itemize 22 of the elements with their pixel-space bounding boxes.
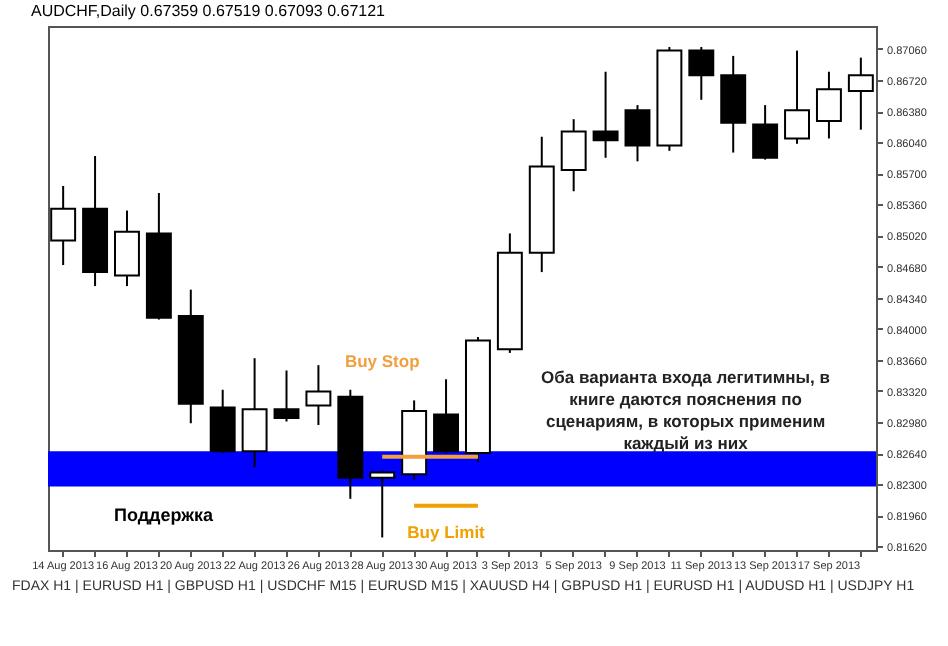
candlestick — [624, 104, 651, 163]
candlestick — [305, 364, 332, 426]
candlestick — [50, 184, 77, 267]
candlestick — [592, 70, 619, 159]
annotation: Оба варианта входа легитимны, в книге даются пояснения по сценариям, в которых применим каждый из них — [541, 367, 830, 454]
candlestick — [369, 469, 396, 539]
text: Buy Stop — [344, 350, 420, 371]
candlestick — [752, 104, 779, 161]
chart-title: AUDCHF,Daily 0.67359 0.67519 0.67093 0.67121 — [30, 2, 387, 20]
candlestick — [114, 209, 140, 288]
candlestick — [815, 70, 842, 140]
candlestick — [688, 46, 715, 101]
candlestick — [720, 54, 747, 154]
series-label: Buy Limit — [407, 521, 486, 542]
candlestick — [847, 56, 874, 131]
candlestick — [209, 388, 236, 455]
band-label: Поддержка — [114, 504, 216, 525]
candlestick — [784, 49, 810, 145]
candlestick — [273, 369, 300, 423]
candlestick — [241, 357, 268, 469]
candlestick — [433, 378, 460, 455]
candlestick — [560, 118, 587, 193]
